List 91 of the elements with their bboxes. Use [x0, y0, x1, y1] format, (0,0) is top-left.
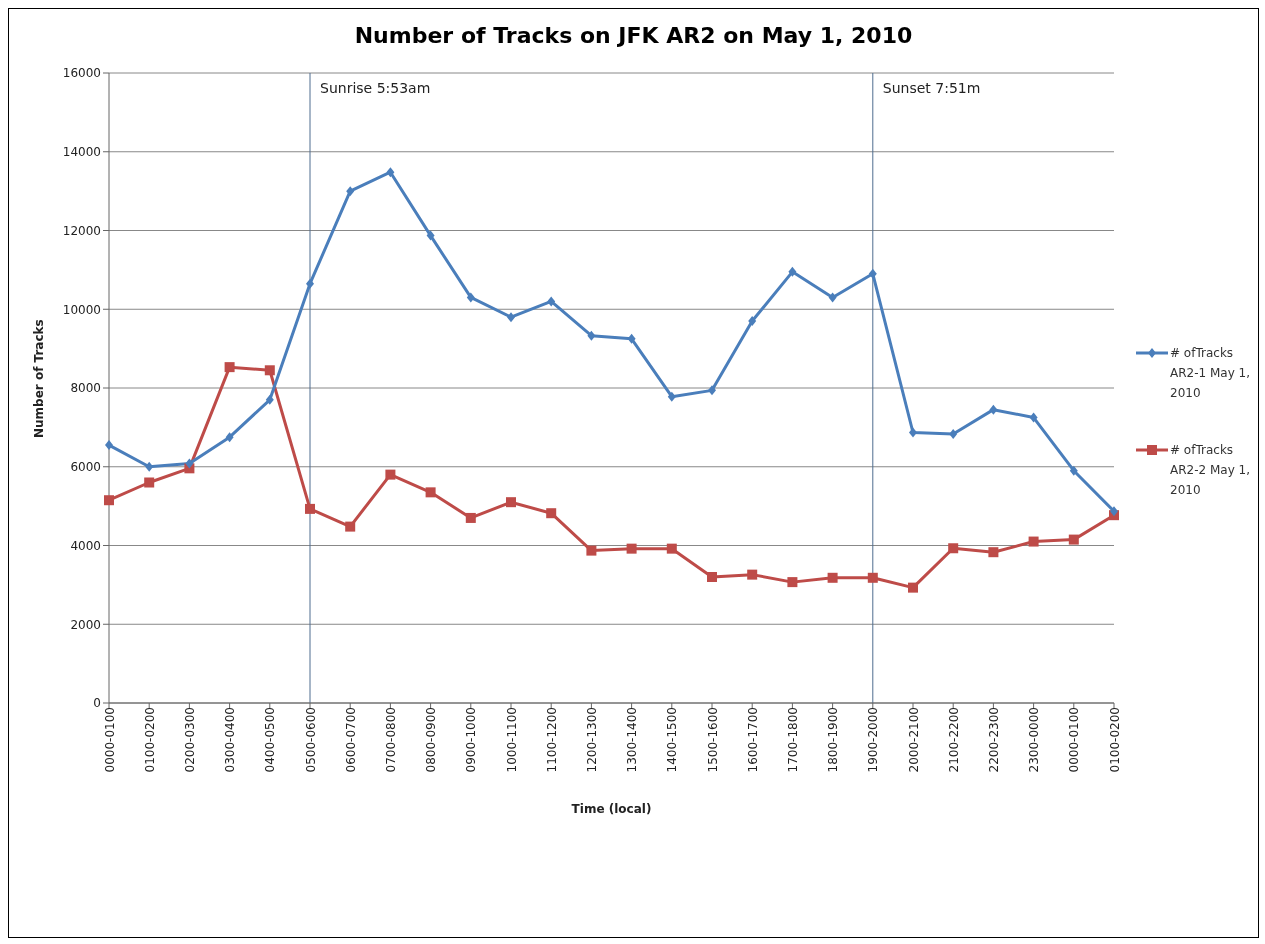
point — [586, 545, 597, 556]
point — [506, 497, 516, 508]
x-tick-label: 1300-1400 — [625, 707, 640, 773]
point — [667, 391, 676, 402]
point — [345, 521, 356, 532]
x-tick-label: 0000-0100 — [102, 707, 117, 773]
point — [748, 316, 757, 327]
point — [426, 230, 435, 241]
point — [707, 572, 717, 582]
point — [587, 330, 596, 341]
x-tick-label: 0700-0800 — [383, 707, 398, 773]
x-tick-label: 0100-0200 — [1107, 707, 1122, 773]
y-tick-label: 2000 — [70, 617, 101, 632]
point — [909, 427, 917, 438]
x-tick-label: 2100-2200 — [946, 707, 961, 773]
y-tick-label: 0 — [93, 696, 101, 711]
point — [546, 508, 557, 519]
x-tick-label: 0200-0300 — [182, 707, 197, 773]
point — [787, 577, 798, 588]
point — [788, 266, 797, 277]
point — [105, 440, 113, 451]
x-tick-label: 0600-0700 — [343, 707, 358, 773]
y-tick-label: 16000 — [62, 66, 101, 81]
y-axis-title: Number of Tracks — [32, 319, 47, 438]
point — [1028, 536, 1039, 547]
point — [1068, 534, 1079, 545]
point — [949, 429, 958, 440]
x-tick-label: 1800-1900 — [826, 707, 841, 773]
ref-line-label: Sunrise 5:53am — [320, 80, 431, 96]
point — [224, 362, 235, 373]
point — [989, 404, 998, 415]
y-tick-label: 12000 — [62, 223, 101, 238]
x-tick-label: 1400-1500 — [665, 707, 680, 773]
x-tick-label: 1900-2000 — [866, 707, 881, 773]
chart-title: Number of Tracks on JFK AR2 on May 1, 2010 — [353, 23, 914, 50]
point — [385, 469, 396, 480]
point — [465, 512, 476, 523]
x-tick-label: 1700-1800 — [785, 707, 800, 773]
point — [1029, 412, 1038, 423]
legend-label: # ofTracks AR2-2 May 1, 2010 — [1170, 442, 1252, 499]
point — [346, 186, 355, 197]
x-tick-label: 1500-1600 — [705, 707, 720, 773]
point — [828, 292, 837, 303]
point — [306, 278, 314, 289]
point — [827, 572, 838, 583]
point — [626, 543, 637, 554]
point — [908, 582, 918, 593]
x-tick-label: 1600-1700 — [745, 707, 760, 773]
point — [868, 268, 877, 279]
x-tick-label: 1000-1100 — [504, 707, 519, 773]
x-tick-label: 0400-0500 — [263, 707, 278, 773]
point — [265, 394, 274, 405]
point — [547, 296, 556, 307]
point — [466, 292, 475, 303]
point — [185, 458, 194, 469]
x-tick-label: 1200-1300 — [584, 707, 599, 773]
point — [264, 365, 275, 376]
point — [144, 477, 155, 488]
point — [305, 503, 315, 514]
y-tick-label: 8000 — [70, 381, 101, 396]
point — [666, 543, 677, 554]
x-tick-label: 2200-2300 — [986, 707, 1001, 773]
point — [386, 167, 395, 178]
y-tick-label: 6000 — [70, 460, 101, 475]
point — [867, 572, 878, 583]
x-tick-label: 1100-1200 — [544, 707, 559, 773]
x-tick-label: 2000-2100 — [906, 707, 921, 773]
point — [507, 312, 515, 323]
x-tick-label: 0500-0600 — [303, 707, 318, 773]
x-tick-label: 0800-0900 — [424, 707, 439, 773]
y-tick-label: 4000 — [70, 538, 101, 553]
x-tick-label: 0100-0200 — [142, 707, 157, 773]
point — [988, 547, 999, 558]
y-tick-label: 10000 — [62, 302, 101, 317]
x-tick-label: 0900-1000 — [464, 707, 479, 773]
point — [1110, 506, 1118, 517]
y-tick-label: 14000 — [62, 145, 101, 160]
point — [225, 432, 234, 443]
point — [747, 569, 758, 580]
ref-line-label: Sunset 7:51m — [882, 80, 981, 96]
point — [425, 487, 436, 498]
x-axis-title: Time (local) — [571, 802, 652, 816]
point — [948, 543, 959, 554]
legend-label: # ofTracks AR2-1 May 1, 2010 — [1170, 345, 1252, 402]
x-tick-label: 0300-0400 — [223, 707, 238, 773]
point — [627, 333, 636, 344]
point — [708, 385, 716, 396]
x-tick-label: 0000-0100 — [1067, 707, 1082, 773]
point — [1069, 465, 1078, 476]
point — [104, 495, 114, 506]
x-tick-label: 2300-0000 — [1027, 707, 1042, 773]
